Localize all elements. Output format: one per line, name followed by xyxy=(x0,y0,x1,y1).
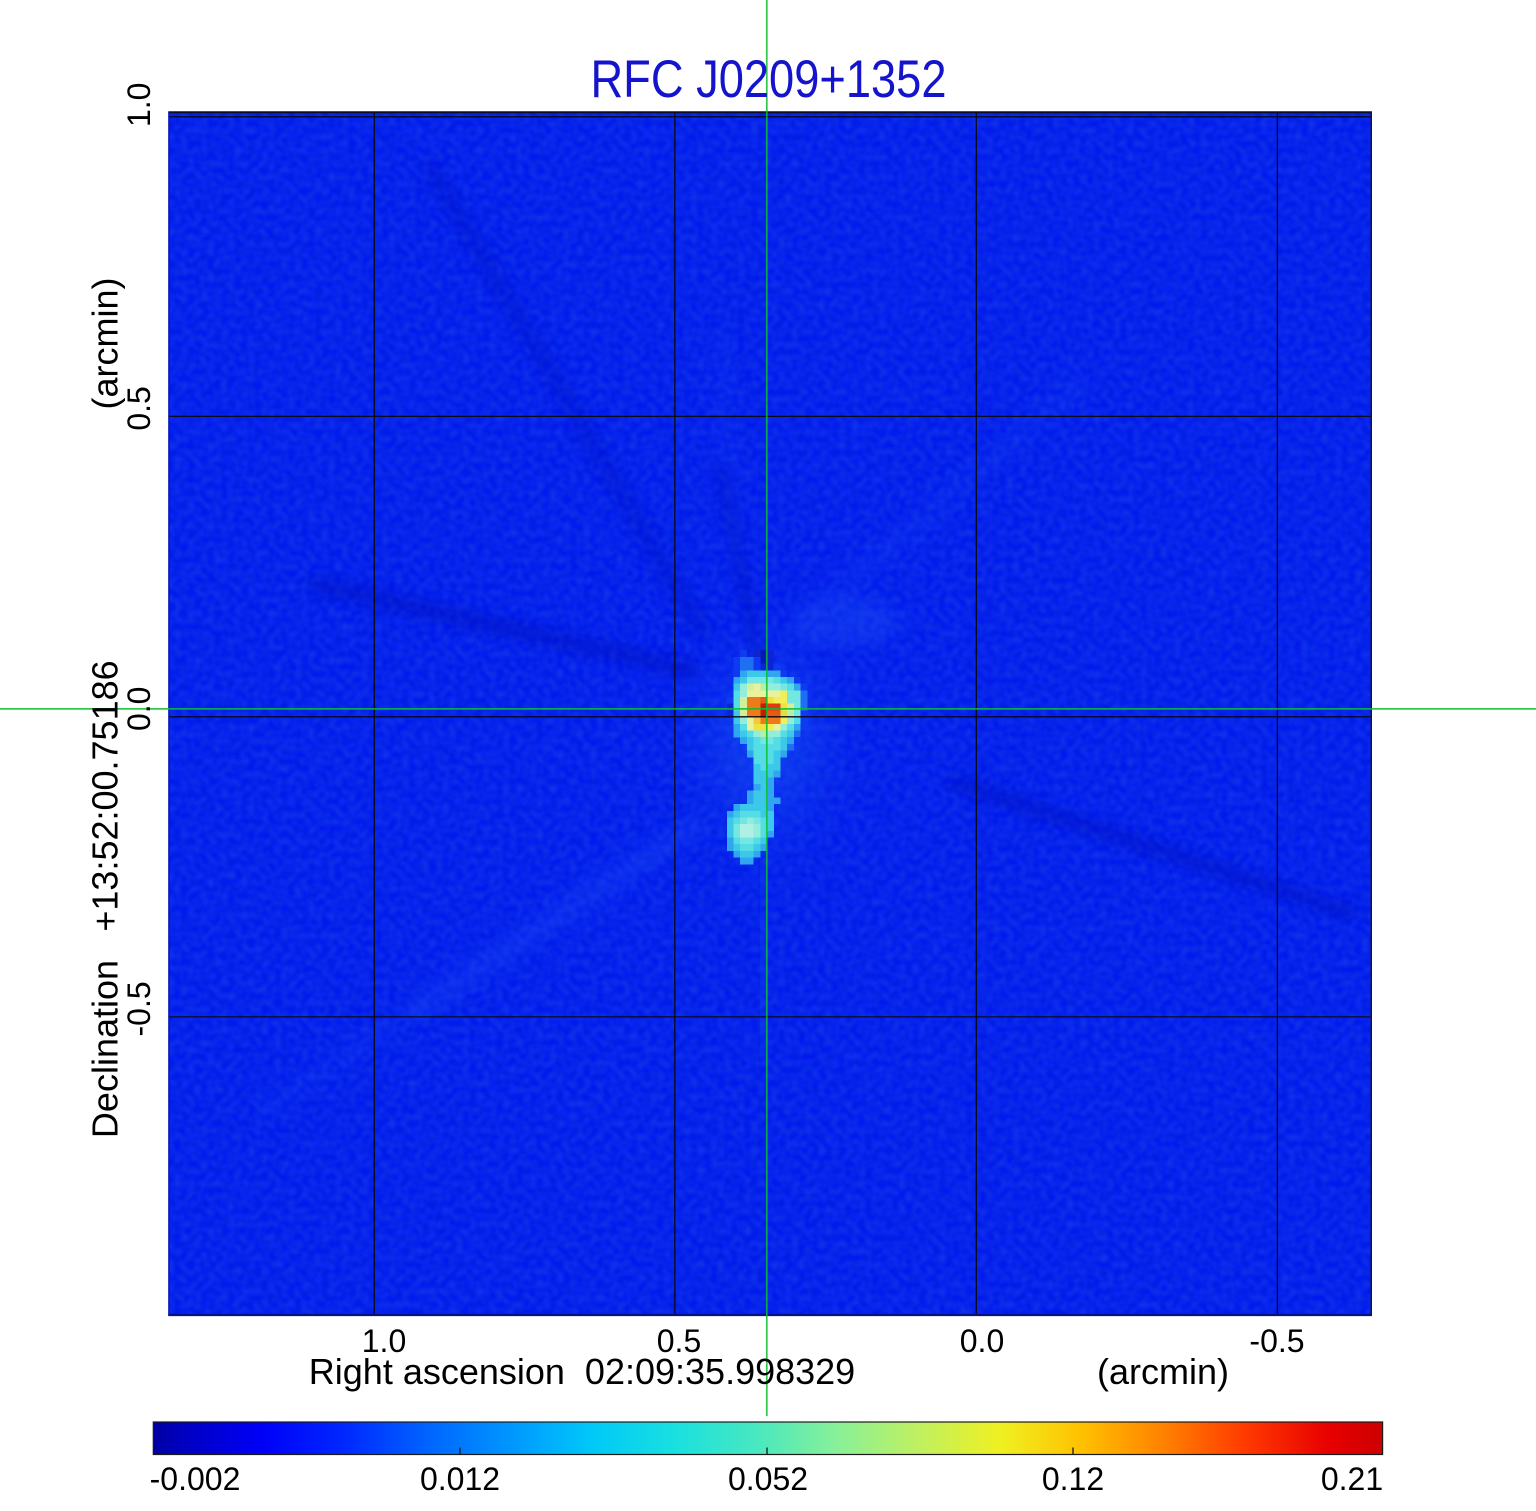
svg-text:0.012: 0.012 xyxy=(420,1461,500,1497)
svg-text:0.21: 0.21 xyxy=(1321,1461,1383,1497)
svg-text:0.052: 0.052 xyxy=(728,1461,808,1497)
svg-text:-0.5: -0.5 xyxy=(1249,1323,1304,1359)
svg-text:RFC J0209+1352: RFC J0209+1352 xyxy=(591,50,947,109)
svg-text:(arcmin): (arcmin) xyxy=(85,278,126,410)
svg-text:(arcmin): (arcmin) xyxy=(1097,1351,1229,1392)
svg-text:0.0: 0.0 xyxy=(960,1323,1004,1359)
svg-text:1.0: 1.0 xyxy=(121,83,157,127)
svg-text:0.12: 0.12 xyxy=(1042,1461,1104,1497)
svg-text:Right ascension 02:09:35.9983: Right ascension 02:09:35.998329 xyxy=(309,1351,855,1392)
svg-text:-0.5: -0.5 xyxy=(121,981,157,1036)
svg-text:-0.002: -0.002 xyxy=(150,1461,241,1497)
svg-text:+13:52:00.75186: +13:52:00.75186 xyxy=(85,660,126,931)
svg-text:1.0: 1.0 xyxy=(362,1323,406,1359)
svg-text:0.0: 0.0 xyxy=(121,687,157,731)
svg-text:0.5: 0.5 xyxy=(657,1323,701,1359)
svg-text:Declination: Declination xyxy=(85,960,126,1138)
svg-text:0.5: 0.5 xyxy=(121,386,157,430)
